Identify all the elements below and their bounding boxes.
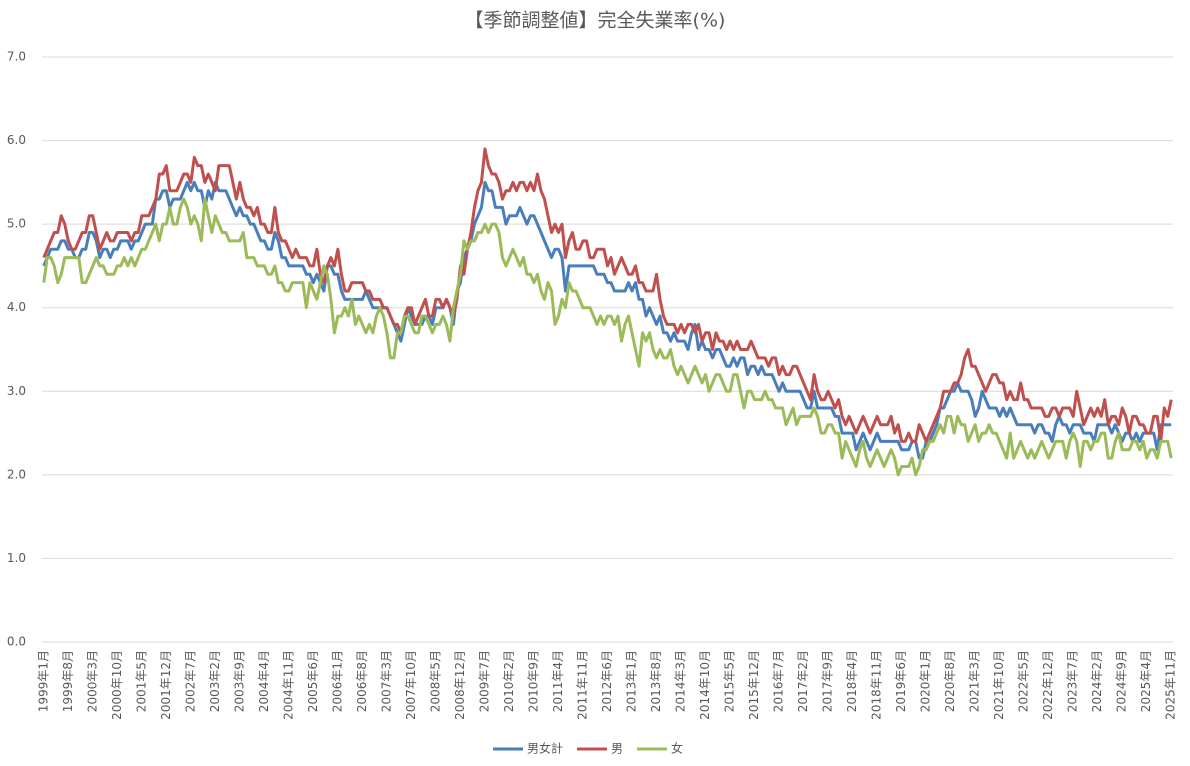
x-tick-label: 2001年12月 [159,650,173,720]
x-tick-label: 2003年2月 [208,650,222,712]
x-tick-label: 2001年5月 [134,650,148,712]
y-tick-label: 7.0 [7,50,26,64]
x-tick-label: 2015年5月 [723,650,737,712]
x-tick-label: 2006年8月 [355,650,369,712]
y-tick-label: 3.0 [7,384,26,398]
x-tick-label: 2010年2月 [502,650,516,712]
x-tick-label: 2017年9月 [821,650,835,712]
x-tick-label: 2013年8月 [649,650,663,712]
legend-label: 男女計 [527,741,563,756]
x-tick-label: 2023年7月 [1066,650,1080,712]
x-tick-label: 2024年2月 [1090,650,1104,712]
x-tick-label: 2008年12月 [453,650,467,720]
x-tick-label: 2015年12月 [747,650,761,720]
x-tick-label: 2012年6月 [600,650,614,712]
x-tick-label: 2007年10月 [404,650,418,720]
x-tick-label: 2014年10月 [698,650,712,720]
x-tick-label: 2011年11月 [575,650,589,720]
series-line [42,197,1173,477]
chart-title: 【季節調整値】完全失業率(%) [465,10,726,32]
x-tick-label: 2020年1月 [919,650,933,712]
x-tick-label: 2021年10月 [992,650,1006,720]
x-tick-label: 2004年4月 [257,650,271,712]
y-tick-label: 4.0 [7,300,26,314]
y-tick-label: 5.0 [7,217,26,231]
x-tick-label: 2006年1月 [330,650,344,712]
x-tick-label: 2002年7月 [183,650,197,712]
x-tick-label: 2003年9月 [232,650,246,712]
x-tick-label: 2005年6月 [306,650,320,712]
x-tick-label: 2010年9月 [526,650,540,712]
x-tick-label: 2022年5月 [1017,650,1031,712]
series-line [42,180,1172,460]
x-tick-label: 2000年3月 [85,650,99,712]
x-tick-label: 1999年8月 [61,650,75,712]
x-tick-label: 2025年4月 [1139,650,1153,712]
x-tick-label: 2013年1月 [625,650,639,712]
y-tick-label: 0.0 [7,635,26,649]
legend-label: 男 [611,742,623,756]
x-tick-label: 2025年11月 [1164,650,1178,720]
legend-label: 女 [671,741,683,756]
x-tick-label: 2007年3月 [379,650,393,712]
y-tick-label: 1.0 [7,551,26,565]
x-tick-label: 2004年11月 [281,650,295,720]
x-tick-label: 2000年10月 [110,650,124,720]
x-tick-label: 2018年11月 [870,650,884,720]
x-tick-label: 1999年1月 [36,650,50,712]
x-tick-label: 2021年3月 [968,650,982,712]
y-tick-label: 2.0 [7,467,26,481]
x-tick-label: 2016年7月 [772,650,786,712]
x-tick-label: 2009年7月 [477,650,491,712]
x-tick-label: 2022年12月 [1041,650,1055,720]
x-tick-label: 2020年8月 [943,650,957,712]
x-tick-label: 2017年2月 [796,650,810,712]
x-tick-label: 2011年4月 [551,650,565,712]
y-tick-label: 6.0 [7,133,26,147]
x-tick-label: 2014年3月 [674,650,688,712]
legend: 男女計 男 女 [493,741,683,756]
x-tick-label: 2008年5月 [428,650,442,712]
x-tick-label: 2018年4月 [845,650,859,712]
series-line [42,147,1173,443]
x-tick-label: 2024年9月 [1115,650,1129,712]
x-tick-label: 2019年6月 [894,650,908,712]
